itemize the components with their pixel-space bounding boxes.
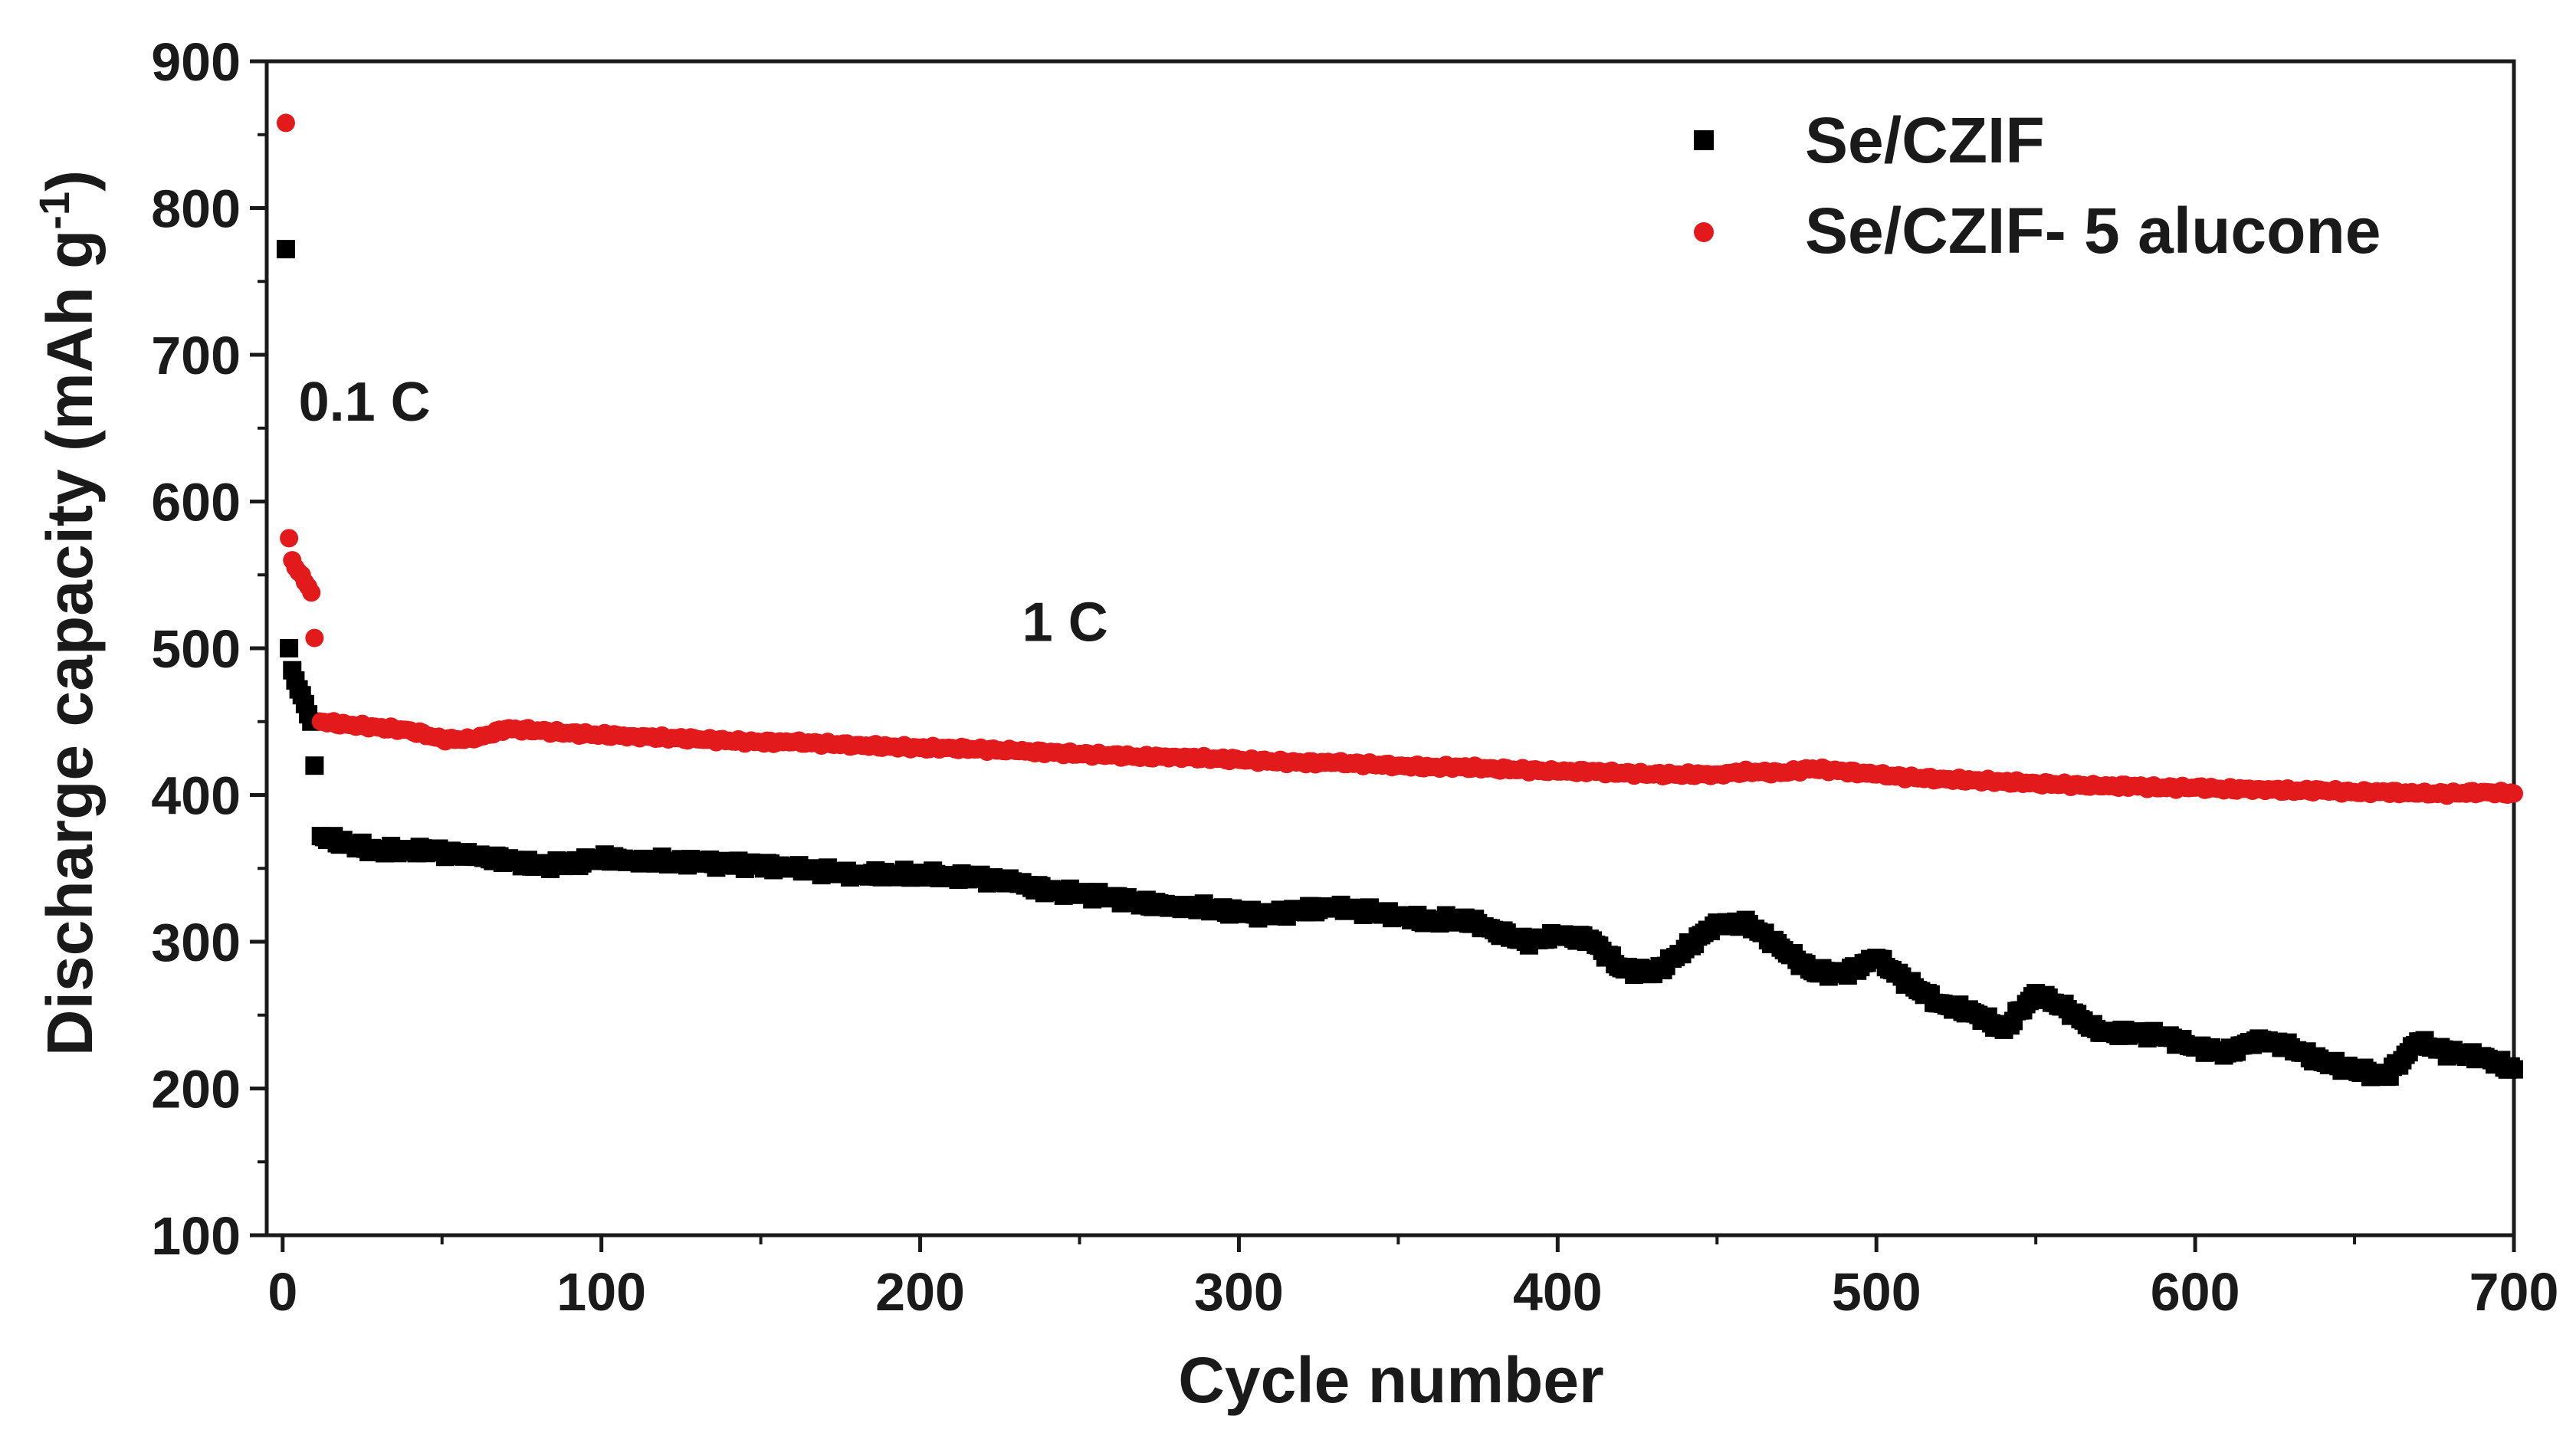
y-tick-label: 400 [151, 766, 241, 826]
data-point [302, 583, 321, 602]
data-series [276, 113, 2523, 1087]
legend-marker-se-czif [1694, 130, 1714, 150]
data-point [276, 240, 295, 259]
data-point [2505, 784, 2523, 803]
x-tick-label: 300 [1194, 1262, 1284, 1322]
y-tick-label: 100 [151, 1206, 241, 1266]
x-tick-label: 100 [556, 1262, 646, 1322]
data-point [280, 529, 299, 548]
data-point [280, 639, 299, 657]
x-tick-label: 600 [2151, 1262, 2240, 1322]
y-tick-label: 800 [151, 179, 241, 239]
data-point [2505, 1060, 2523, 1079]
x-tick-label: 0 [267, 1262, 297, 1322]
data-point [276, 113, 295, 133]
legend-label-se-czif-alucone: Se/CZIF- 5 alucone [1805, 195, 2381, 267]
data-point [305, 628, 324, 647]
data-point [305, 756, 324, 775]
annotation-0-1c-rate: 0.1 C [299, 372, 431, 433]
legend-marker-se-czif-alucone [1694, 222, 1714, 242]
x-tick-label: 700 [2469, 1262, 2559, 1322]
y-tick-label: 500 [151, 619, 241, 679]
y-axis-title: Discharge capacity (mAh g-1) [30, 170, 106, 1056]
y-tick-label: 900 [151, 32, 241, 92]
y-axis-title-superscript: -1 [30, 192, 78, 230]
y-axis-title-main: Discharge capacity (mAh g [34, 230, 106, 1056]
x-tick-label: 500 [1832, 1262, 1921, 1322]
x-axis-title: Cycle number [1178, 1344, 1604, 1416]
y-tick-label: 200 [151, 1060, 241, 1120]
axis-ticks: 0 100 200 300 400 500 600 700 100 200 300 400 500 600… [151, 32, 2558, 1322]
y-axis-title-close: ) [34, 170, 106, 192]
y-tick-label: 600 [151, 473, 241, 533]
x-tick-label: 200 [875, 1262, 965, 1322]
series-se-czif-alucone [276, 113, 2523, 805]
legend-label-se-czif: Se/CZIF [1805, 104, 2045, 176]
annotation-1c-rate: 1 C [1022, 592, 1108, 653]
series-se-czif [276, 240, 2523, 1087]
y-tick-label: 700 [151, 326, 241, 385]
legend: Se/CZIF Se/CZIF- 5 alucone [1694, 104, 2381, 267]
x-tick-label: 400 [1513, 1262, 1603, 1322]
y-tick-label: 300 [151, 913, 241, 972]
